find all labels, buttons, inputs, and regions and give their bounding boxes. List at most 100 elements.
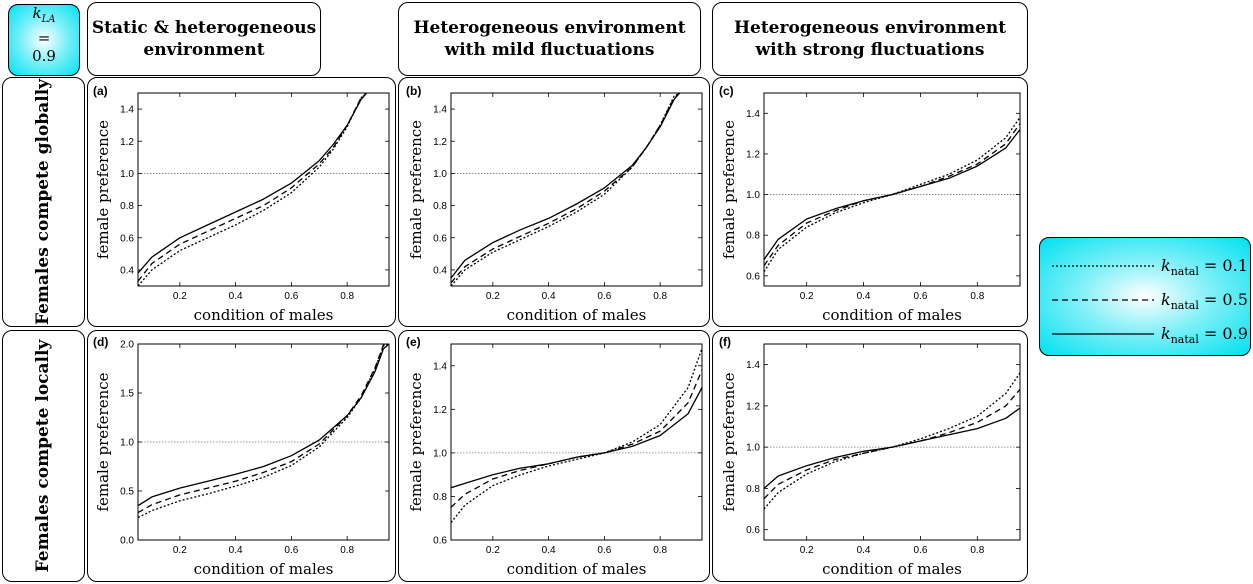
y-tick-label: 1.4: [120, 105, 134, 116]
y-axis-label: female preference: [407, 120, 425, 259]
legend-item-2: knatal = 0.5: [1040, 284, 1252, 320]
y-tick-label: 0.8: [433, 201, 447, 212]
series-line-dashed: [764, 388, 1020, 500]
x-tick-label: 0.2: [800, 545, 814, 556]
y-tick-label: 1.2: [120, 137, 134, 148]
x-tick-label: 0.6: [597, 545, 611, 556]
plot-d: 0.0 0.5 1.0 1.5 2.0 0.2 0.4 0.6 0.8 (d) condition …: [93, 335, 390, 578]
y-tick-label: 1.5: [120, 389, 134, 400]
y-tick-label: 0.6: [433, 536, 447, 547]
x-tick-label: 0.4: [857, 545, 871, 556]
col-title-1: Static & heterogeneous environment: [91, 18, 317, 60]
y-tick-label: 1.0: [746, 443, 760, 454]
y-tick-label: 1.4: [746, 360, 760, 371]
legend-line-solid: [1052, 333, 1154, 335]
y-axis-label: female preference: [94, 120, 112, 259]
x-tick-label: 0.6: [284, 545, 298, 556]
klabel-equals: =: [37, 29, 51, 47]
plot-e: 0.6 0.8 1.0 1.2 1.4 0.2 0.4 0.6 0.8 (e) condition …: [406, 335, 703, 578]
x-tick-label: 0.6: [913, 545, 927, 556]
y-tick-label: 1.2: [746, 401, 760, 412]
x-axis-label: condition of males: [194, 306, 334, 324]
legend-item-3: knatal = 0.9: [1040, 318, 1252, 354]
series-line-dashed: [451, 93, 681, 284]
klabel-value: 0.9: [32, 47, 56, 65]
series-line-solid: [138, 344, 389, 507]
series-line-dashed: [451, 369, 702, 508]
klabel: kLA = 0.9: [8, 4, 80, 80]
legend-label-2: knatal = 0.5: [1161, 290, 1248, 313]
x-tick-label: 0.6: [597, 291, 611, 302]
x-tick-label: 0.8: [970, 291, 984, 302]
y-tick-label: 1.2: [746, 149, 760, 160]
legend-line-dashed: [1052, 299, 1154, 301]
y-tick-label: 1.4: [746, 109, 760, 120]
x-tick-label: 0.6: [913, 291, 927, 302]
x-tick-label: 0.8: [970, 545, 984, 556]
legend-item-1: knatal = 0.1: [1040, 250, 1252, 286]
row-header-box-1: [2, 77, 85, 327]
panel-label: (e): [406, 335, 421, 349]
series-line-dotted: [451, 93, 681, 286]
legend-label-3: knatal = 0.9: [1161, 324, 1248, 347]
panel-label: (c): [719, 84, 734, 98]
y-axis-label: female preference: [720, 120, 738, 259]
y-tick-label: 0.8: [120, 201, 134, 212]
row-header-box-2: [2, 330, 85, 582]
series-line-dotted: [138, 344, 389, 519]
panel-box-c: [712, 77, 1028, 327]
plot-frame: [763, 92, 1021, 287]
plot-frame: [450, 92, 703, 287]
klabel-symbol: k: [32, 4, 42, 22]
y-tick-label: 0.6: [433, 233, 447, 244]
y-tick-label: 0.8: [433, 492, 447, 503]
y-tick-label: 1.4: [433, 361, 447, 372]
series-line-solid: [451, 387, 702, 489]
plot-c: 0.6 0.8 1.0 1.2 1.4 0.2 0.4 0.6 0.8 (c) condition …: [719, 84, 1021, 324]
y-axis-label: female preference: [94, 372, 112, 511]
y-tick-label: 0.8: [746, 231, 760, 242]
x-tick-label: 0.4: [542, 291, 556, 302]
x-axis-label: condition of males: [822, 560, 962, 578]
x-tick-label: 0.6: [284, 291, 298, 302]
col-header-2: Heterogeneous environment with mild fluc…: [398, 2, 701, 76]
panel-label: (d): [93, 335, 108, 349]
y-tick-label: 0.0: [120, 536, 134, 547]
plot-f: 0.6 0.8 1.0 1.2 1.4 0.2 0.4 0.6 0.8 (f) condition …: [719, 335, 1021, 578]
col-header-1: Static & heterogeneous environment: [87, 2, 321, 76]
klabel-box: [8, 4, 80, 76]
x-axis-label: condition of males: [507, 306, 647, 324]
plot-a: 0.4 0.6 0.8 1.0 1.2 1.4 0.2 0.4 0.6 0.8 (a) conditi…: [93, 84, 390, 324]
y-tick-label: 1.0: [746, 190, 760, 201]
x-tick-label: 0.2: [486, 291, 500, 302]
panel-label: (b): [406, 84, 421, 98]
series-line-dotted: [138, 93, 368, 286]
legend-label-1: knatal = 0.1: [1161, 256, 1248, 279]
y-tick-label: 0.6: [746, 525, 760, 536]
panel-label: (f): [719, 335, 731, 349]
x-tick-label: 0.4: [857, 291, 871, 302]
series-line-solid: [764, 129, 1020, 260]
series-line-solid: [451, 93, 681, 279]
col-title-2: Heterogeneous environment with mild fluc…: [413, 18, 686, 60]
x-axis-label: condition of males: [194, 560, 334, 578]
panel-box-b: [398, 77, 710, 327]
col-title-3: Heterogeneous environment with strong fl…: [733, 18, 1007, 60]
y-tick-label: 1.0: [120, 169, 134, 180]
y-tick-label: 1.0: [433, 169, 447, 180]
series-line-solid: [138, 93, 368, 274]
series-line-dotted: [451, 348, 702, 524]
panel-label: (a): [93, 84, 108, 98]
y-tick-label: 0.6: [120, 233, 134, 244]
x-tick-label: 0.2: [173, 291, 187, 302]
y-tick-label: 2.0: [120, 340, 134, 351]
x-tick-label: 0.4: [229, 291, 243, 302]
series-line-dashed: [138, 93, 368, 282]
x-tick-label: 0.4: [542, 545, 556, 556]
y-tick-label: 1.2: [433, 405, 447, 416]
x-axis-label: condition of males: [822, 306, 962, 324]
series-line-dotted: [764, 372, 1020, 510]
series-line-solid: [764, 407, 1020, 489]
plot-frame: [137, 92, 390, 287]
plot-frame: [763, 343, 1021, 541]
